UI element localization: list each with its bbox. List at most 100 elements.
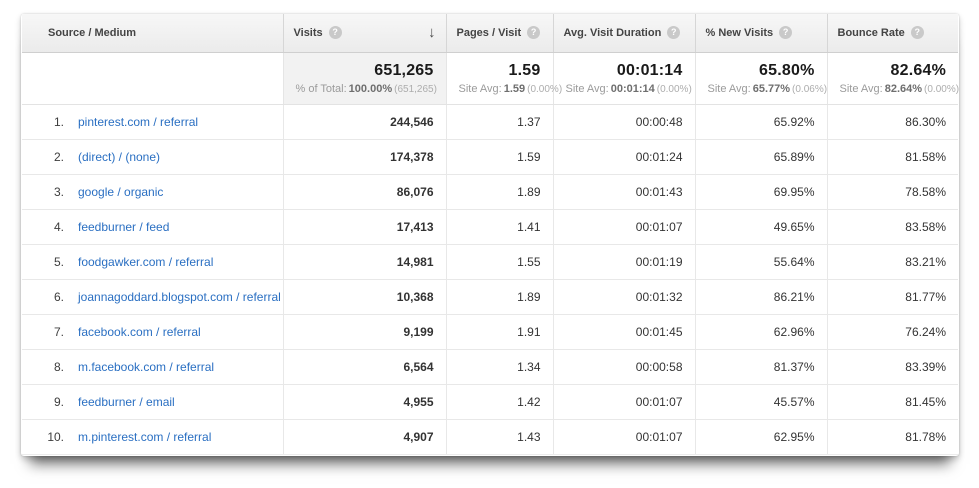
sort-descending-icon[interactable]: ↓ [428,24,436,42]
column-header-pct-new-visits[interactable]: % New Visits ? [695,14,828,53]
table-row: 6. joannagoddard.blogspot.com / referral … [22,279,958,315]
row-rank: 2. [53,149,64,164]
table-row: 8. m.facebook.com / referral 6,564 1.34 0… [22,349,958,385]
pages-per-visit-cell: 1.43 [446,419,554,455]
summary-section: 651,265 % of Total: 100.00% (651,265) 1.59… [22,52,960,105]
source-medium-report-table: Source / Medium Visits ? ↓ Pages / Visit… [22,14,960,455]
total-pages-value: 1.59 [508,62,541,79]
avg-duration-cell: 00:01:07 [553,419,696,455]
totals-visits-cell: 651,265 % of Total: 100.00% (651,265) [283,52,447,105]
total-duration-subtext: Site Avg: 00:01:14 (0.00%) [565,83,692,95]
visits-cell: 9,199 [283,314,447,350]
table-row: 2. (direct) / (none) 174,378 1.59 00:01:2… [22,139,958,175]
source-medium-link[interactable]: feedburner / feed [78,219,170,234]
totals-empty-cell [22,52,284,105]
source-medium-link[interactable]: pinterest.com / referral [78,114,199,129]
pages-per-visit-cell: 1.59 [446,139,554,175]
avg-duration-cell: 00:01:19 [553,244,696,280]
table-row: 10. m.pinterest.com / referral 4,907 1.43… [22,419,958,455]
total-duration-value: 00:01:14 [616,62,683,79]
source-cell: 9. feedburner / email [22,384,284,420]
totals-row: 651,265 % of Total: 100.00% (651,265) 1.59… [22,52,960,105]
source-medium-link[interactable]: (direct) / (none) [78,149,161,164]
avg-duration-cell: 00:01:45 [553,314,696,350]
help-icon[interactable]: ? [910,26,924,40]
new-visits-cell: 62.95% [695,419,828,455]
row-rank: 8. [53,359,64,374]
column-header-avg-visit-duration[interactable]: Avg. Visit Duration ? [553,14,696,53]
source-medium-link[interactable]: facebook.com / referral [78,324,201,339]
total-visits-subtext: % of Total: 100.00% (651,265) [295,83,437,95]
total-new-visits-value: 65.80% [759,62,815,79]
totals-duration-cell: 00:01:14 Site Avg: 00:01:14 (0.00%) [553,52,696,105]
column-label: Avg. Visit Duration [563,26,662,39]
visits-cell: 14,981 [283,244,447,280]
source-cell: 5. foodgawker.com / referral [22,244,284,280]
new-visits-cell: 49.65% [695,209,828,245]
table-row: 9. feedburner / email 4,955 1.42 00:01:07… [22,384,958,420]
visits-cell: 4,955 [283,384,447,420]
bounce-rate-cell: 83.21% [827,244,958,280]
total-pages-subtext: Site Avg: 1.59 (0.00%) [458,83,563,95]
pages-per-visit-cell: 1.34 [446,349,554,385]
pages-per-visit-cell: 1.89 [446,279,554,315]
total-bounce-subtext: Site Avg: 82.64% (0.00%) [839,83,960,95]
column-header-visits[interactable]: Visits ? ↓ [283,14,447,53]
visits-cell: 10,368 [283,279,447,315]
avg-duration-cell: 00:01:07 [553,384,696,420]
new-visits-cell: 65.92% [695,104,828,140]
help-icon[interactable]: ? [527,26,541,40]
avg-duration-cell: 00:01:32 [553,279,696,315]
column-header-source-medium[interactable]: Source / Medium [22,14,284,53]
source-medium-link[interactable]: joannagoddard.blogspot.com / referral [78,289,281,304]
source-cell: 4. feedburner / feed [22,209,284,245]
bounce-rate-cell: 83.39% [827,349,958,385]
source-medium-link[interactable]: m.facebook.com / referral [78,359,215,374]
help-icon[interactable]: ? [667,26,681,40]
avg-duration-cell: 00:01:24 [553,139,696,175]
visits-cell: 6,564 [283,349,447,385]
row-rank: 10. [47,429,64,444]
pages-per-visit-cell: 1.55 [446,244,554,280]
new-visits-cell: 86.21% [695,279,828,315]
column-header-pages-per-visit[interactable]: Pages / Visit ? [446,14,554,53]
help-icon[interactable]: ? [779,26,793,40]
totals-new-visits-cell: 65.80% Site Avg: 65.77% (0.06%) [695,52,828,105]
visits-cell: 17,413 [283,209,447,245]
new-visits-cell: 65.89% [695,139,828,175]
source-cell: 6. joannagoddard.blogspot.com / referral [22,279,284,315]
table-row: 3. google / organic 86,076 1.89 00:01:43 … [22,174,958,210]
help-icon[interactable]: ? [328,26,342,40]
source-medium-link[interactable]: foodgawker.com / referral [78,254,214,269]
row-rank: 7. [53,324,64,339]
row-rank: 5. [53,254,64,269]
source-medium-link[interactable]: m.pinterest.com / referral [78,429,212,444]
avg-duration-cell: 00:00:48 [553,104,696,140]
table-header: Source / Medium Visits ? ↓ Pages / Visit… [22,14,958,53]
visits-cell: 174,378 [283,139,447,175]
source-medium-link[interactable]: google / organic [78,184,164,199]
new-visits-cell: 62.96% [695,314,828,350]
row-rank: 6. [53,289,64,304]
avg-duration-cell: 00:01:43 [553,174,696,210]
pages-per-visit-cell: 1.41 [446,209,554,245]
column-label: Visits [293,26,323,39]
column-label: % New Visits [705,26,774,39]
bounce-rate-cell: 86.30% [827,104,958,140]
pages-per-visit-cell: 1.37 [446,104,554,140]
totals-bounce-cell: 82.64% Site Avg: 82.64% (0.00%) [827,52,960,105]
row-rank: 3. [53,184,64,199]
new-visits-cell: 45.57% [695,384,828,420]
avg-duration-cell: 00:00:58 [553,349,696,385]
source-cell: 2. (direct) / (none) [22,139,284,175]
report-card: Source / Medium Visits ? ↓ Pages / Visit… [21,14,959,456]
visits-cell: 86,076 [283,174,447,210]
bounce-rate-cell: 81.77% [827,279,958,315]
source-medium-link[interactable]: feedburner / email [78,394,175,409]
bounce-rate-cell: 83.58% [827,209,958,245]
table-row: 1. pinterest.com / referral 244,546 1.37 … [22,104,958,140]
pages-per-visit-cell: 1.89 [446,174,554,210]
bounce-rate-cell: 78.58% [827,174,958,210]
column-label: Source / Medium [48,26,137,39]
column-header-bounce-rate[interactable]: Bounce Rate ? [827,14,958,53]
